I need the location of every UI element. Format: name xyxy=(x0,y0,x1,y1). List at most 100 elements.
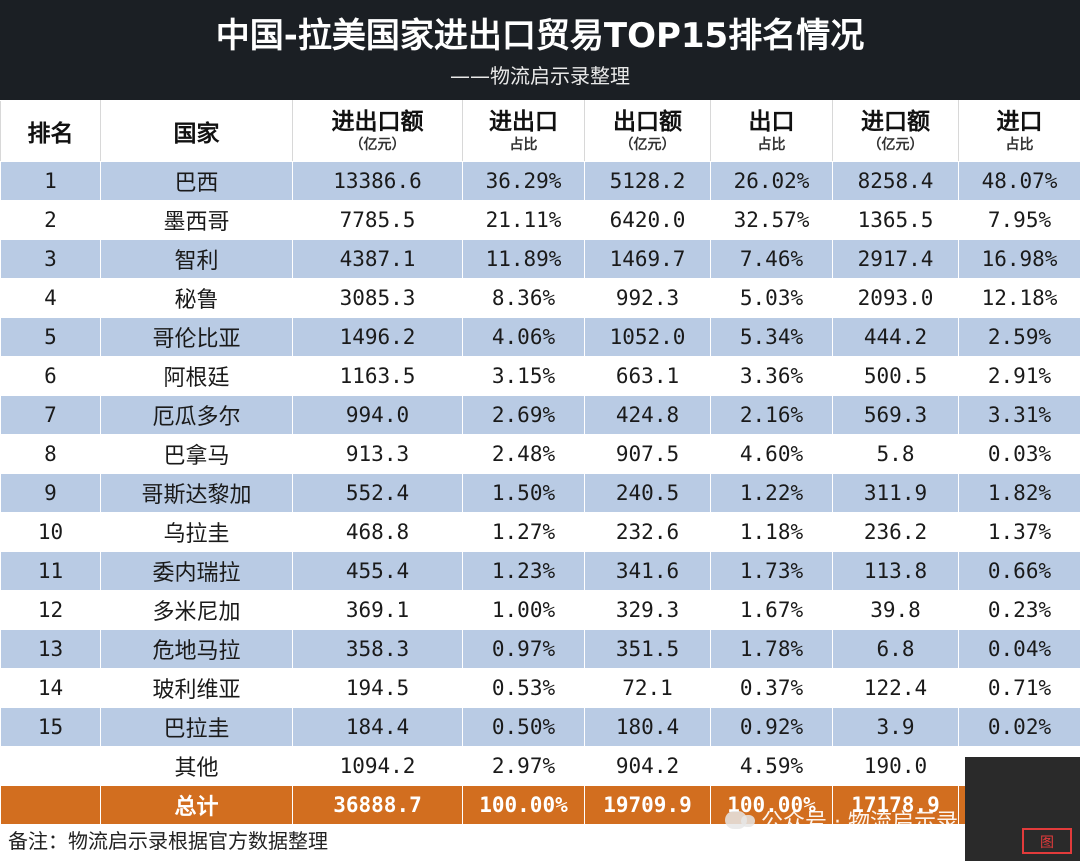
cell-trade-share: 8.36% xyxy=(462,278,585,318)
cell-trade-share: 1.50% xyxy=(462,473,585,513)
cell-import-share: 0.03% xyxy=(958,434,1080,474)
cell-export-amount: 992.3 xyxy=(584,278,711,318)
cell-trade-total: 369.1 xyxy=(292,590,463,630)
cell-import-amount: 5.8 xyxy=(832,434,959,474)
trade-table: 排名 国家 进出口额 （亿元） 进出口 占比 出口额 （亿元） 出口 占比 进口… xyxy=(0,100,1080,825)
cell-export-share: 1.67% xyxy=(710,590,833,630)
cell-trade-total: 36888.7 xyxy=(292,785,463,825)
cell-trade-share: 100.00% xyxy=(462,785,585,825)
cell-trade-share: 0.97% xyxy=(462,629,585,669)
table-row: 8 巴拿马 913.3 2.48% 907.5 4.60% 5.8 0.03% xyxy=(0,434,1080,474)
cell-country: 危地马拉 xyxy=(100,629,293,669)
cell-trade-total: 1094.2 xyxy=(292,746,463,786)
cell-country: 巴拿马 xyxy=(100,434,293,474)
cell-trade-total: 913.3 xyxy=(292,434,463,474)
cell-export-amount: 907.5 xyxy=(584,434,711,474)
cell-export-share: 32.57% xyxy=(710,200,833,240)
cell-country: 哥斯达黎加 xyxy=(100,473,293,513)
cell-trade-share: 36.29% xyxy=(462,161,585,201)
cell-import-share: 0.66% xyxy=(958,551,1080,591)
header-export-amount: 出口额 （亿元） xyxy=(584,100,711,162)
cell-export-amount: 341.6 xyxy=(584,551,711,591)
cell-import-share: 0.23% xyxy=(958,590,1080,630)
cell-rank: 5 xyxy=(0,317,101,357)
table-row: 2 墨西哥 7785.5 21.11% 6420.0 32.57% 1365.5 7.95% xyxy=(0,200,1080,240)
cell-country: 阿根廷 xyxy=(100,356,293,396)
cell-trade-total: 468.8 xyxy=(292,512,463,552)
cell-export-share: 26.02% xyxy=(710,161,833,201)
table-body: 1 巴西 13386.6 36.29% 5128.2 26.02% 8258.4 48.07%… xyxy=(0,161,1080,825)
cell-import-amount: 17178.9 xyxy=(832,785,959,825)
cell-trade-total: 4387.1 xyxy=(292,239,463,279)
cell-trade-total: 184.4 xyxy=(292,707,463,747)
cell-import-share: 2.59% xyxy=(958,317,1080,357)
cell-country: 多米尼加 xyxy=(100,590,293,630)
cell-export-share: 4.59% xyxy=(710,746,833,786)
cell-export-amount: 329.3 xyxy=(584,590,711,630)
cell-export-share: 2.16% xyxy=(710,395,833,435)
cell-import-share: 48.07% xyxy=(958,161,1080,201)
cell-country: 其他 xyxy=(100,746,293,786)
cell-trade-share: 1.27% xyxy=(462,512,585,552)
cell-export-amount: 232.6 xyxy=(584,512,711,552)
table-row: 12 多米尼加 369.1 1.00% 329.3 1.67% 39.8 0.23% xyxy=(0,590,1080,630)
cell-trade-total: 194.5 xyxy=(292,668,463,708)
cell-export-amount: 904.2 xyxy=(584,746,711,786)
table-row: 7 厄瓜多尔 994.0 2.69% 424.8 2.16% 569.3 3.31% xyxy=(0,395,1080,435)
cell-import-share: 1.37% xyxy=(958,512,1080,552)
table-row: 11 委内瑞拉 455.4 1.23% 341.6 1.73% 113.8 0.66% xyxy=(0,551,1080,591)
cell-trade-total: 994.0 xyxy=(292,395,463,435)
cell-export-amount: 1469.7 xyxy=(584,239,711,279)
cell-import-amount: 500.5 xyxy=(832,356,959,396)
cell-rank: 2 xyxy=(0,200,101,240)
cell-country: 巴拉圭 xyxy=(100,707,293,747)
table-header: 排名 国家 进出口额 （亿元） 进出口 占比 出口额 （亿元） 出口 占比 进口… xyxy=(0,100,1080,162)
cell-import-share: 0.02% xyxy=(958,707,1080,747)
cell-export-share: 1.73% xyxy=(710,551,833,591)
cell-rank xyxy=(0,785,101,825)
cell-import-share: 2.91% xyxy=(958,356,1080,396)
header-import-share: 进口 占比 xyxy=(958,100,1080,162)
cell-export-share: 7.46% xyxy=(710,239,833,279)
cell-export-amount: 5128.2 xyxy=(584,161,711,201)
page-subtitle: ——物流启示录整理 xyxy=(450,64,630,88)
cell-trade-share: 2.69% xyxy=(462,395,585,435)
header-trade-total: 进出口额 （亿元） xyxy=(292,100,463,162)
cell-import-amount: 311.9 xyxy=(832,473,959,513)
header-import-amount: 进口额 （亿元） xyxy=(832,100,959,162)
cell-country: 巴西 xyxy=(100,161,293,201)
cell-import-amount: 444.2 xyxy=(832,317,959,357)
cell-import-amount: 122.4 xyxy=(832,668,959,708)
cell-export-amount: 1052.0 xyxy=(584,317,711,357)
cell-import-amount: 2917.4 xyxy=(832,239,959,279)
watermark: 公众号 · 物流启示录 xyxy=(725,804,958,836)
table-row: 13 危地马拉 358.3 0.97% 351.5 1.78% 6.8 0.04% xyxy=(0,629,1080,669)
cell-country: 委内瑞拉 xyxy=(100,551,293,591)
cell-rank: 1 xyxy=(0,161,101,201)
cell-export-share: 5.34% xyxy=(710,317,833,357)
cell-rank: 6 xyxy=(0,356,101,396)
cell-trade-total: 3085.3 xyxy=(292,278,463,318)
cell-import-amount: 236.2 xyxy=(832,512,959,552)
header-rank: 排名 xyxy=(0,100,101,162)
cell-export-share: 5.03% xyxy=(710,278,833,318)
cell-import-share: 3.31% xyxy=(958,395,1080,435)
cell-import-amount: 2093.0 xyxy=(832,278,959,318)
cell-export-amount: 19709.9 xyxy=(584,785,711,825)
title-bar: 中国-拉美国家进出口贸易TOP15排名情况 ——物流启示录整理 xyxy=(0,0,1080,100)
cell-export-amount: 72.1 xyxy=(584,668,711,708)
cell-export-share: 0.92% xyxy=(710,707,833,747)
cell-export-share: 1.22% xyxy=(710,473,833,513)
cell-import-amount: 569.3 xyxy=(832,395,959,435)
cell-trade-share: 1.23% xyxy=(462,551,585,591)
cell-trade-share: 11.89% xyxy=(462,239,585,279)
header-export-share: 出口 占比 xyxy=(710,100,833,162)
cell-import-share: 16.98% xyxy=(958,239,1080,279)
cell-export-share: 0.37% xyxy=(710,668,833,708)
cell-import-amount: 190.0 xyxy=(832,746,959,786)
cell-rank: 8 xyxy=(0,434,101,474)
cell-export-share: 4.60% xyxy=(710,434,833,474)
cell-trade-share: 0.53% xyxy=(462,668,585,708)
wechat-icon xyxy=(725,811,755,829)
cell-trade-total: 1163.5 xyxy=(292,356,463,396)
